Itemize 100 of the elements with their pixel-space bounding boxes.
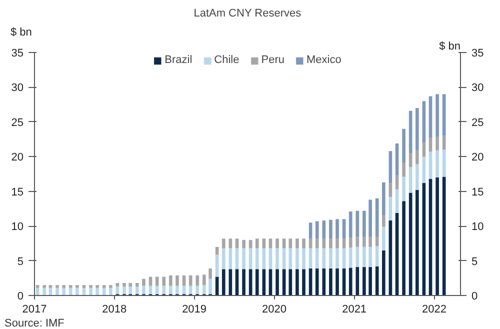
bar	[122, 283, 126, 286]
bar	[155, 286, 159, 294]
bar	[442, 94, 446, 136]
bar	[182, 275, 186, 286]
bar	[42, 285, 46, 288]
y-tick-label: 20	[11, 152, 24, 164]
x-tick-label: 2021	[342, 304, 367, 316]
bar	[62, 285, 66, 288]
bar	[356, 246, 360, 268]
bar	[282, 238, 286, 248]
bar	[128, 283, 132, 286]
bar	[342, 238, 346, 248]
legend-label: Brazil	[164, 54, 192, 66]
bar	[388, 196, 392, 221]
bar	[382, 182, 386, 216]
bar	[415, 150, 419, 164]
bar	[42, 288, 46, 296]
bar	[228, 238, 232, 248]
bar	[128, 286, 132, 294]
bar	[116, 283, 120, 286]
y-tick-label: 5	[17, 256, 24, 268]
bar	[368, 200, 372, 238]
bar	[356, 210, 360, 238]
bar	[436, 150, 439, 178]
bar	[422, 101, 426, 143]
bar	[276, 238, 279, 248]
bar	[255, 269, 259, 296]
bar	[288, 269, 292, 296]
bar	[362, 246, 366, 268]
bar	[415, 190, 419, 296]
bar	[348, 238, 352, 248]
bar	[296, 269, 299, 296]
bar	[336, 248, 339, 268]
y2-tick-label: 5	[472, 256, 478, 268]
bar	[348, 211, 352, 238]
bar	[415, 108, 419, 150]
bar	[388, 151, 392, 184]
bar	[402, 201, 406, 296]
bar	[102, 285, 106, 288]
y2-tick-label: 10	[472, 221, 484, 234]
bar	[162, 286, 166, 294]
bar	[415, 164, 419, 190]
bar	[362, 267, 366, 296]
y2-tick-label: 35	[472, 48, 484, 60]
bar	[235, 238, 239, 248]
y-tick-label: 10	[11, 221, 24, 234]
bar	[342, 219, 346, 239]
y2-axis-title: $ bn	[439, 40, 461, 52]
bar	[428, 152, 432, 179]
y-tick-label: 30	[11, 82, 24, 94]
bar	[322, 248, 326, 268]
bar	[82, 285, 86, 288]
bar	[242, 240, 246, 248]
bar	[388, 183, 392, 197]
bar	[89, 285, 92, 288]
bar	[109, 288, 112, 296]
x-tick-label: 2022	[422, 304, 446, 316]
bar	[136, 283, 139, 286]
y2-tick-label: 30	[472, 82, 484, 94]
x-tick-label: 2018	[102, 304, 127, 316]
bar	[196, 275, 200, 286]
bar	[368, 246, 372, 268]
bar	[176, 286, 179, 294]
bar	[222, 238, 226, 248]
bar	[162, 276, 166, 286]
bar	[262, 238, 266, 248]
y-tick-label: 35	[11, 48, 24, 60]
bar	[296, 238, 299, 248]
bar	[136, 286, 139, 294]
bar	[68, 288, 72, 296]
bar	[362, 210, 366, 238]
bar	[329, 248, 332, 268]
bar	[142, 286, 146, 294]
bar	[428, 178, 432, 296]
bar	[322, 238, 326, 248]
bar	[96, 288, 99, 296]
bar	[322, 220, 326, 239]
bar	[329, 268, 332, 296]
bar	[315, 238, 319, 248]
bar	[109, 285, 112, 288]
bar	[356, 267, 360, 296]
bar	[315, 221, 319, 239]
legend-label: Chile	[214, 54, 240, 66]
bar	[402, 176, 406, 202]
bar	[208, 268, 212, 279]
bar	[276, 248, 279, 270]
bar	[348, 268, 352, 296]
bar	[208, 278, 212, 294]
legend-label: Mexico	[306, 54, 342, 66]
bar	[68, 285, 72, 288]
bar	[302, 269, 306, 296]
y-axis-title: $ bn	[10, 26, 32, 38]
bar	[382, 216, 386, 227]
bar	[248, 240, 252, 248]
bar	[202, 285, 206, 294]
bar	[242, 248, 246, 270]
bar	[408, 167, 412, 193]
chart-title: LatAm CNY Reserves	[194, 8, 302, 20]
bar	[428, 96, 432, 138]
bar	[122, 286, 126, 294]
